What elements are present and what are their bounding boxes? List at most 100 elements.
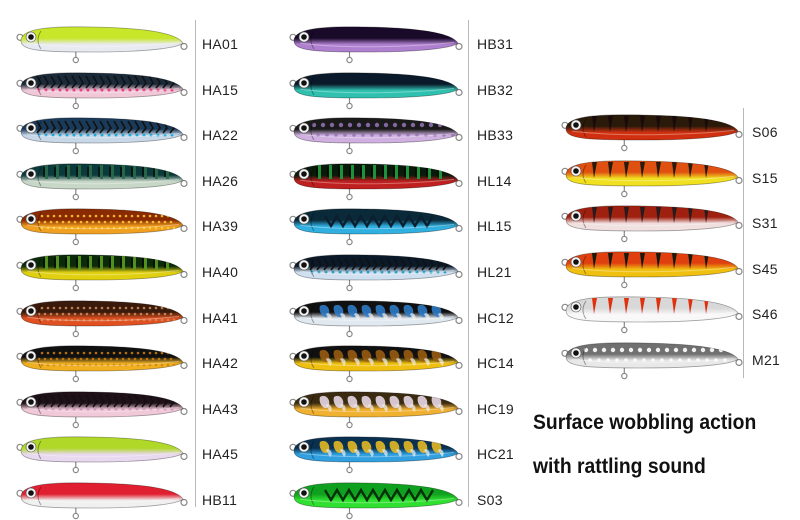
hook-eye xyxy=(346,239,353,246)
lure-body xyxy=(20,208,184,235)
lure-body xyxy=(565,114,739,141)
lure-illustration xyxy=(289,436,463,474)
hook-eye xyxy=(72,512,80,520)
hook-eye xyxy=(346,512,353,520)
lure-body xyxy=(293,26,459,53)
lure-pattern xyxy=(43,164,169,179)
lure-item: HA39 xyxy=(16,204,247,246)
lure-code-label: S15 xyxy=(752,169,778,186)
lure-code-label: HL15 xyxy=(477,218,512,235)
tail-eye xyxy=(180,270,188,279)
hook-eye xyxy=(72,375,80,383)
tail-eye xyxy=(180,88,188,96)
lure-pattern xyxy=(37,351,176,367)
lure-illustration xyxy=(16,72,188,109)
tail-eye xyxy=(735,358,743,367)
lure-code-label: S45 xyxy=(752,260,778,277)
lure-item: HA43 xyxy=(16,387,247,428)
lure-item: S15 xyxy=(561,156,797,197)
tail-eye xyxy=(455,179,463,187)
hook-eye xyxy=(346,421,353,428)
column-divider xyxy=(195,20,196,507)
lure-illustration xyxy=(561,205,743,243)
hook-eye xyxy=(621,235,628,243)
tail-eye xyxy=(455,225,463,233)
lure-item: HA15 xyxy=(16,68,247,109)
tail-eye xyxy=(180,453,188,461)
lure-code-label: HA41 xyxy=(202,309,239,326)
lure-pattern xyxy=(36,394,175,411)
lure-body xyxy=(20,482,184,509)
lure-code-label: S46 xyxy=(752,306,778,323)
lure-body xyxy=(565,251,739,278)
lure-code-label: HA43 xyxy=(202,400,239,417)
hook-eye xyxy=(346,193,353,200)
lure-illustration xyxy=(561,342,743,380)
tail-eye xyxy=(455,42,463,51)
hook-eye xyxy=(346,102,353,109)
lure-code-label: M21 xyxy=(752,352,781,368)
lure-illustration xyxy=(561,251,743,288)
hook-eye xyxy=(72,467,80,474)
lure-item: S46 xyxy=(561,292,797,334)
lure-body xyxy=(20,436,184,463)
lure-code-label: HL14 xyxy=(477,172,512,189)
hook-eye xyxy=(621,372,628,380)
lure-item: HA41 xyxy=(16,296,247,337)
lure-illustration xyxy=(561,296,743,334)
lure-illustration xyxy=(16,117,188,155)
hook-eye xyxy=(346,56,353,64)
lure-pattern xyxy=(592,252,709,269)
tail-eye xyxy=(180,179,188,187)
lure-illustration xyxy=(16,208,188,246)
tail-eye xyxy=(735,176,743,184)
lure-code-label: S06 xyxy=(752,124,778,140)
lure-body xyxy=(20,300,184,326)
tail-eye xyxy=(455,407,463,415)
lure-item: HB32 xyxy=(289,68,522,109)
lure-item: HL21 xyxy=(289,250,522,292)
hook-eye xyxy=(72,421,80,428)
lure-item: HA22 xyxy=(16,113,247,155)
hook-eye xyxy=(72,102,80,109)
lure-pattern xyxy=(309,257,448,274)
lure-item: HC19 xyxy=(289,387,522,428)
lure-body xyxy=(293,117,459,144)
lure-item: HL14 xyxy=(289,159,522,200)
lure-item: HC21 xyxy=(289,432,522,474)
tail-eye xyxy=(735,130,743,139)
lure-illustration xyxy=(289,482,463,520)
tail-eye xyxy=(735,313,743,321)
lure-code-label: HA15 xyxy=(202,81,239,98)
lure-code-label: HL21 xyxy=(477,264,512,280)
tail-eye xyxy=(180,225,188,233)
lure-item: HA40 xyxy=(16,250,247,292)
lure-code-label: S31 xyxy=(752,215,778,232)
tail-eye xyxy=(735,222,743,230)
lure-pattern xyxy=(592,207,709,224)
lure-illustration xyxy=(16,436,188,474)
hook-eye xyxy=(72,284,80,292)
lure-illustration xyxy=(289,208,463,246)
hook-eye xyxy=(346,467,353,474)
lure-item: HB31 xyxy=(289,22,522,64)
lure-code-label: HB32 xyxy=(477,81,514,98)
lure-item: HA42 xyxy=(16,341,247,383)
lure-code-label: HC12 xyxy=(477,309,514,326)
lure-illustration xyxy=(289,391,463,428)
lure-illustration xyxy=(289,26,463,64)
tail-eye xyxy=(180,498,188,507)
lure-pattern xyxy=(319,350,444,367)
lure-body xyxy=(565,205,739,232)
hook-eye xyxy=(72,239,80,246)
lure-pattern xyxy=(319,304,444,321)
lure-body xyxy=(565,160,739,186)
lure-illustration xyxy=(16,163,188,200)
hook-eye xyxy=(621,327,628,334)
lure-body xyxy=(293,72,459,98)
lure-illustration xyxy=(289,345,463,383)
lure-item: S45 xyxy=(561,247,797,288)
lure-pattern xyxy=(36,75,175,92)
lure-illustration xyxy=(16,26,188,64)
lure-illustration xyxy=(16,345,188,383)
